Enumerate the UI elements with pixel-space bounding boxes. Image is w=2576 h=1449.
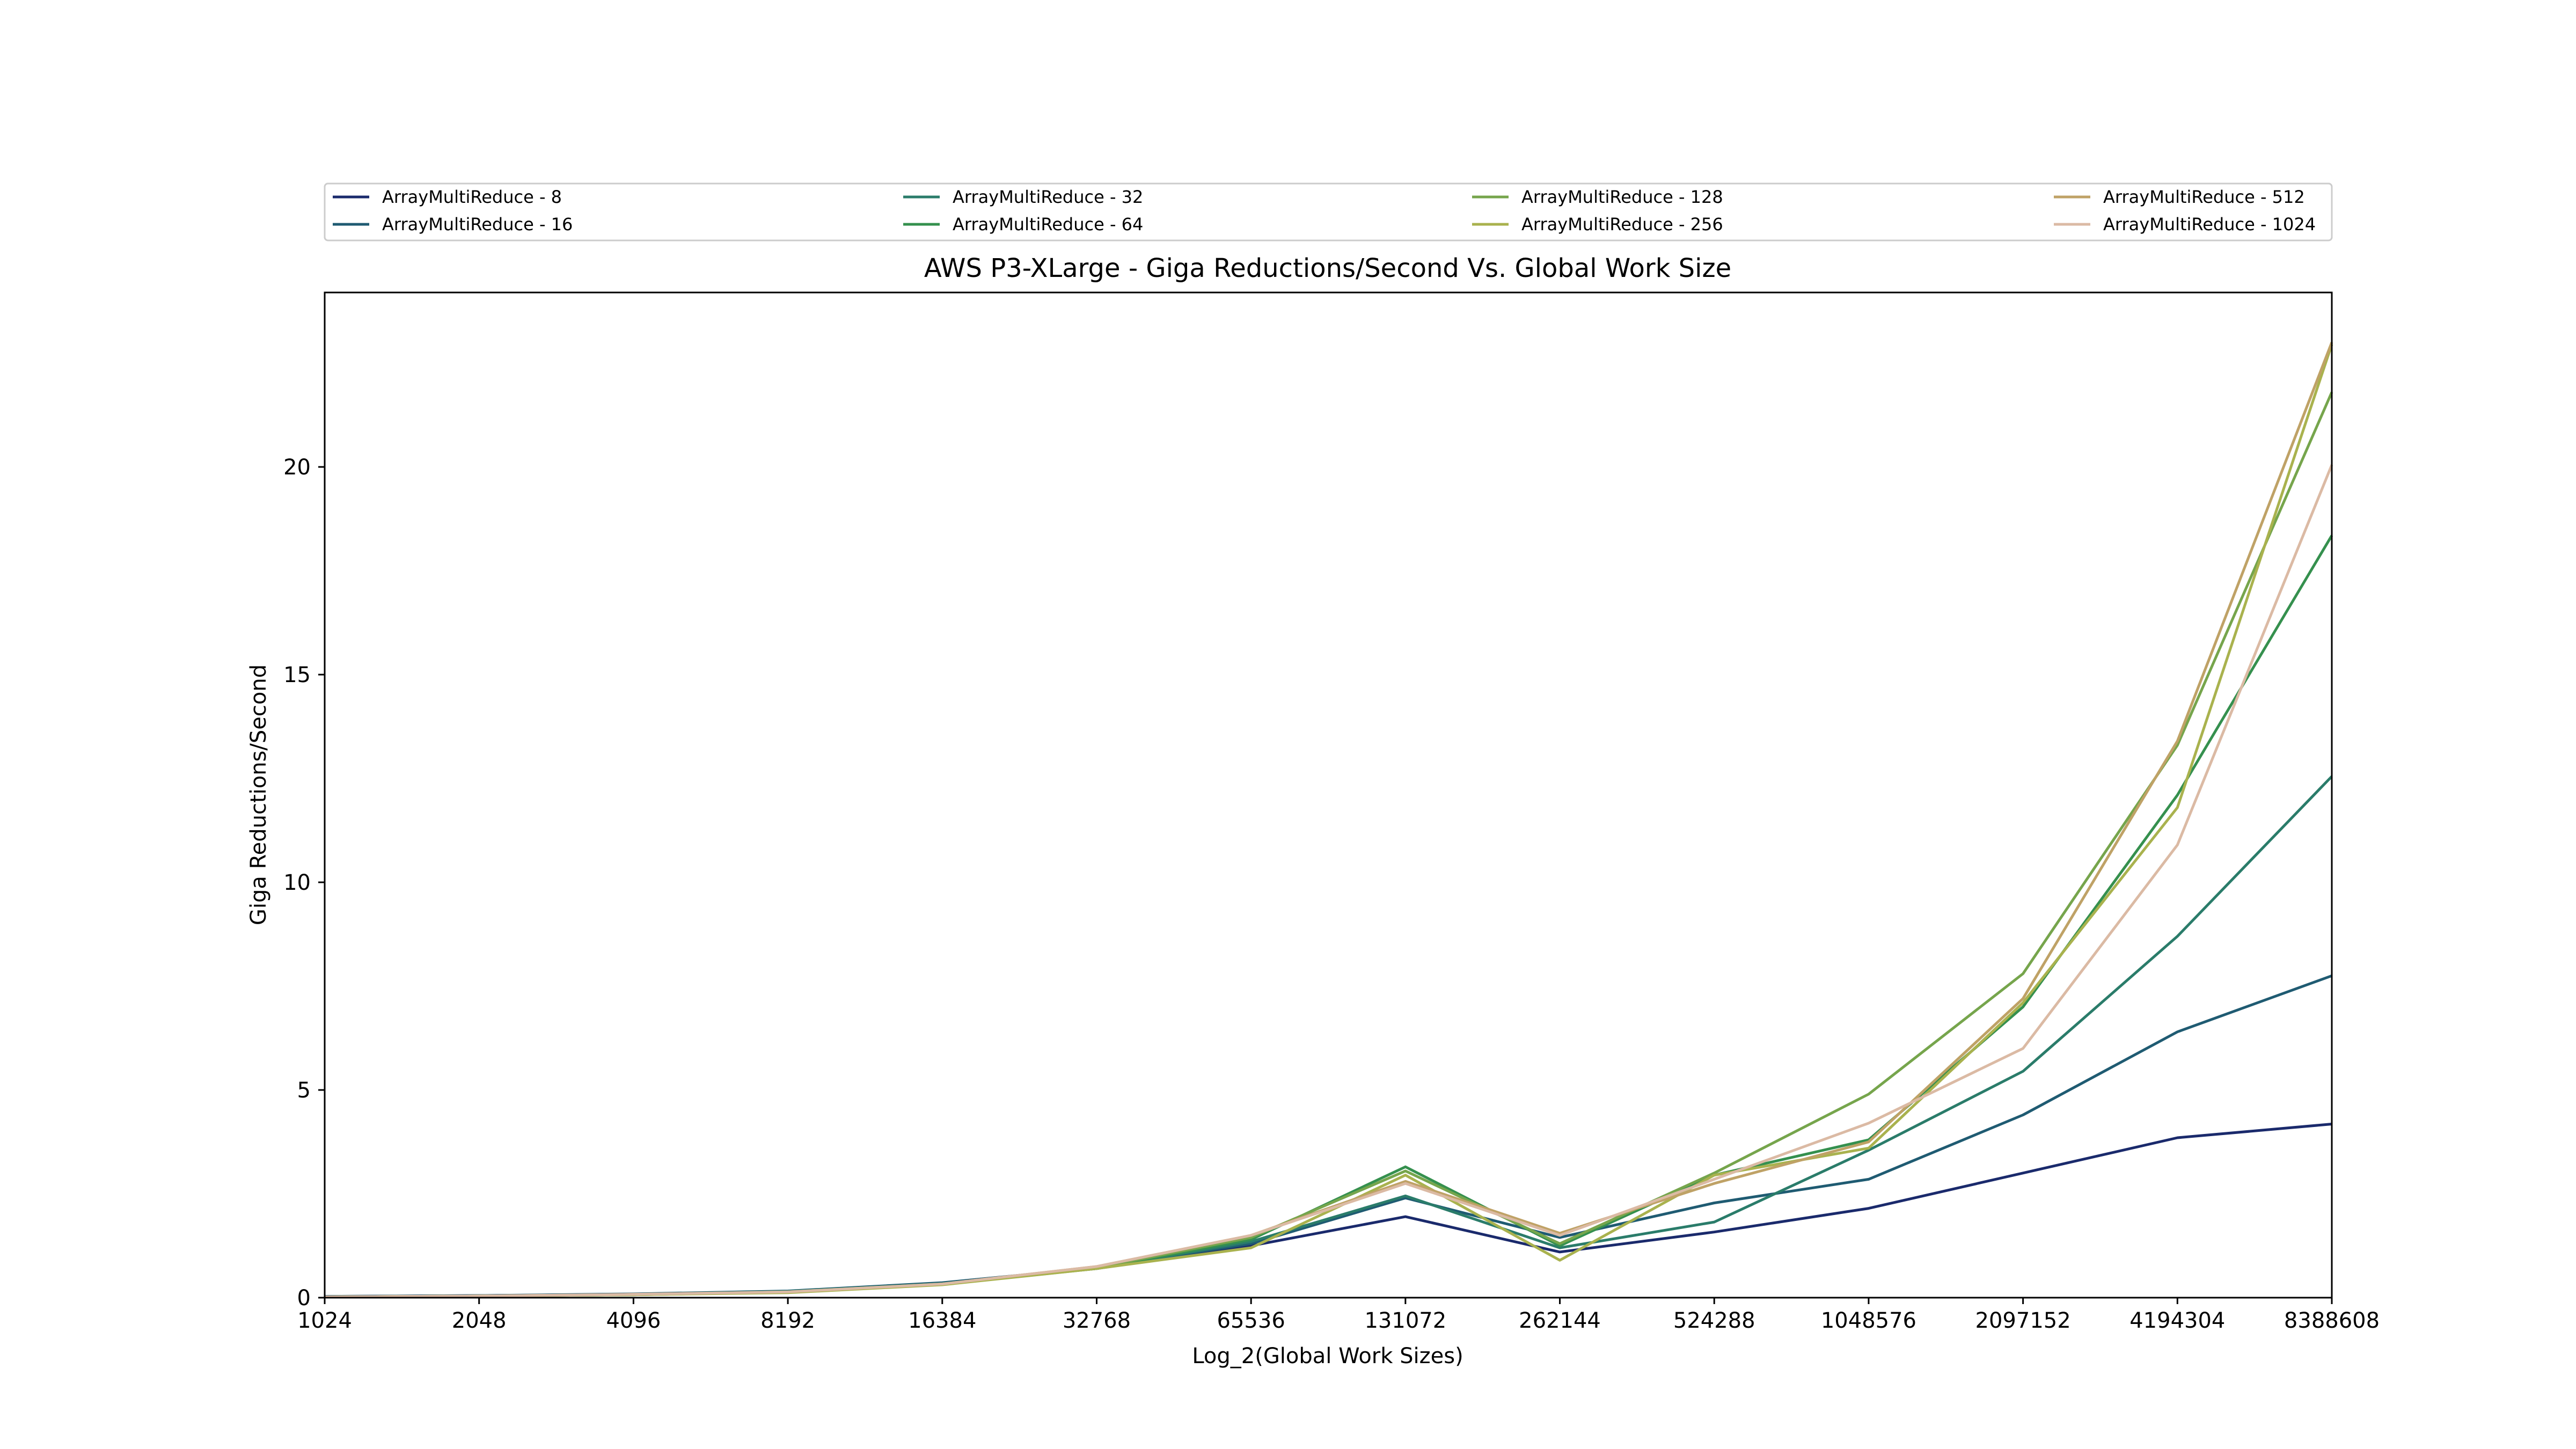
x-tick-label: 524288 (1673, 1308, 1755, 1333)
legend-label: ArrayMultiReduce - 8 (382, 187, 562, 207)
legend-item: ArrayMultiReduce - 512 (2054, 187, 2305, 207)
x-tick-label: 16384 (908, 1308, 976, 1333)
x-tick-label: 4194304 (2129, 1308, 2225, 1333)
legend-label: ArrayMultiReduce - 512 (2103, 187, 2305, 207)
legend-label: ArrayMultiReduce - 1024 (2103, 214, 2316, 235)
series-group (324, 341, 2333, 1298)
chart-title: AWS P3-XLarge - Giga Reductions/Second V… (924, 253, 1731, 283)
y-tick-label: 20 (283, 455, 311, 480)
x-tick-label: 2048 (452, 1308, 507, 1333)
x-tick-label: 131072 (1364, 1308, 1446, 1333)
series-line-arraymultireduce-1024 (324, 464, 2333, 1298)
y-axis: 0 5 10 15 20 (283, 455, 325, 1311)
x-tick-label: 262144 (1519, 1308, 1601, 1333)
legend-item: ArrayMultiReduce - 32 (903, 187, 1143, 207)
x-tick-label: 65536 (1217, 1308, 1285, 1333)
series-line-arraymultireduce-512 (324, 341, 2333, 1298)
legend-label: ArrayMultiReduce - 64 (953, 214, 1143, 235)
y-tick-label: 5 (297, 1078, 311, 1103)
x-tick-label: 4096 (606, 1308, 661, 1333)
series-line-arraymultireduce-64 (324, 535, 2333, 1298)
legend-item: ArrayMultiReduce - 128 (1472, 187, 1723, 207)
plot-area: 1024 2048 4096 8192 16384 32768 65536 131072 262… (283, 291, 2380, 1333)
x-axis-label: Log_2(Global Work Sizes) (1192, 1344, 1463, 1368)
legend-item: ArrayMultiReduce - 256 (1472, 214, 1723, 235)
y-axis-label: Giga Reductions/Second (246, 664, 271, 925)
legend-label: ArrayMultiReduce - 128 (1521, 187, 1723, 207)
x-axis: 1024 2048 4096 8192 16384 32768 65536 131072 262… (297, 1298, 2380, 1333)
x-tick-label: 1024 (297, 1308, 352, 1333)
legend-label: ArrayMultiReduce - 256 (1521, 214, 1723, 235)
legend-item: ArrayMultiReduce - 16 (333, 214, 573, 235)
x-tick-label: 32768 (1063, 1308, 1131, 1333)
legend-frame (324, 182, 2333, 241)
x-tick-label: 1048576 (1821, 1308, 1916, 1333)
legend-item: ArrayMultiReduce - 1024 (2054, 214, 2316, 235)
legend-item: ArrayMultiReduce - 64 (903, 214, 1143, 235)
legend-label: ArrayMultiReduce - 16 (382, 214, 573, 235)
x-tick-label: 2097152 (1975, 1308, 2071, 1333)
series-line-arraymultireduce-16 (324, 974, 2332, 1298)
y-tick-label: 0 (297, 1286, 311, 1311)
series-line-arraymultireduce-256 (324, 343, 2333, 1298)
plot-frame (324, 291, 2333, 1299)
legend-item: ArrayMultiReduce - 8 (333, 187, 562, 207)
legend-label: ArrayMultiReduce - 32 (953, 187, 1143, 207)
series-line-arraymultireduce-128 (324, 391, 2333, 1298)
x-tick-label: 8192 (760, 1308, 815, 1333)
legend: ArrayMultiReduce - 8 ArrayMultiReduce - 1… (324, 182, 2333, 241)
y-tick-label: 10 (283, 870, 311, 895)
y-tick-label: 15 (283, 663, 311, 687)
x-tick-label: 8388608 (2284, 1308, 2380, 1333)
